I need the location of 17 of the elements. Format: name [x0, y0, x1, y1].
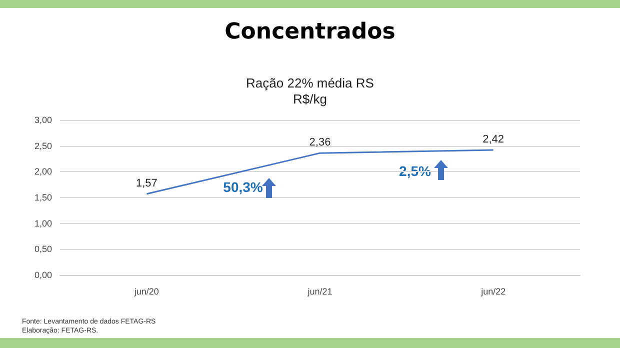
y-tick-label: 0,00: [34, 270, 52, 280]
y-tick-label: 2,50: [34, 140, 52, 151]
y-tick-label: 1,00: [34, 218, 52, 228]
y-axis-title: R$/kg: [293, 92, 327, 106]
chart-title: Concentrados: [224, 20, 396, 44]
y-tick-label: 2,00: [34, 166, 52, 177]
x-tick-label: jun/22: [480, 286, 506, 296]
chart-subtitle: Ração 22% média RS: [246, 76, 374, 90]
data-label: 2,36: [309, 136, 331, 149]
x-tick-label: jun/21: [306, 286, 332, 296]
data-label: 2,42: [482, 133, 504, 146]
y-tick-label: 3,00: [34, 115, 52, 125]
y-tick-label: 0,50: [34, 244, 52, 254]
x-tick-label: jun/20: [133, 286, 159, 296]
data-label: 1,57: [136, 177, 158, 190]
annotation: 50,3%: [223, 179, 264, 195]
y-tick-label: 1,50: [34, 192, 52, 202]
